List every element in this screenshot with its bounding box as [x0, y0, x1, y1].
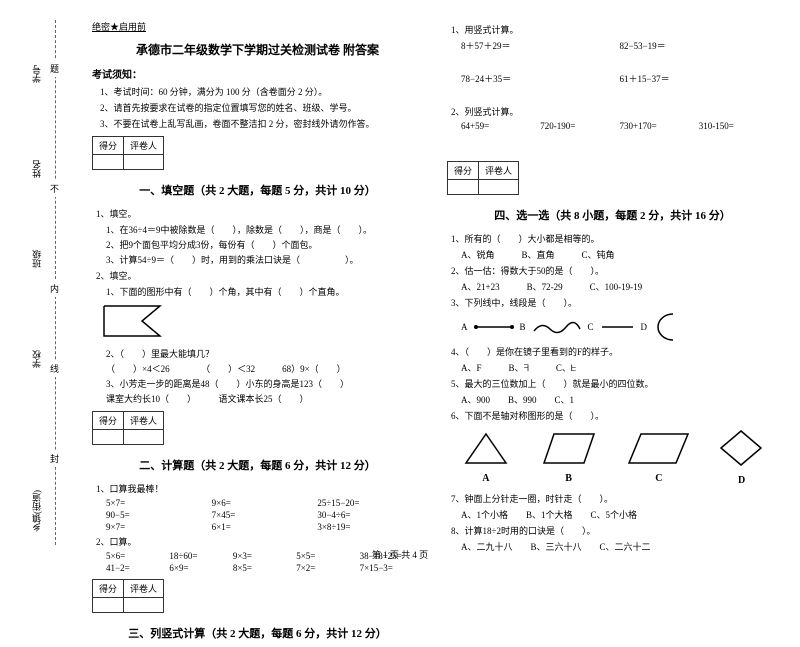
opt-label: B — [520, 322, 526, 332]
straight-line-icon — [600, 319, 635, 335]
score-table: 得分评卷人 — [92, 411, 164, 445]
marker-cell: 评卷人 — [124, 580, 164, 598]
sub-question: （ ）×4＜26 （ ）＜32 68）9×（ ） — [106, 362, 423, 375]
field-school: 学校 — [30, 350, 43, 368]
score-cell: 得分 — [93, 137, 124, 155]
section1-title: 一、填空题（共 2 大题，每题 5 分，共计 10 分） — [139, 182, 376, 198]
seal-char: 不 — [50, 180, 59, 197]
score-table: 得分评卷人 — [92, 136, 164, 170]
shape-option: C — [626, 431, 691, 484]
field-township: 乡镇(街道) — [30, 490, 43, 532]
exam-page: 封 线 内 不 题 乡镇(街道) 学校 班级 姓名 学号 绝密★启用前 承德市二… — [0, 0, 800, 545]
line-segment-icon — [474, 319, 514, 335]
marker-cell: 评卷人 — [124, 137, 164, 155]
diamond-icon — [719, 428, 764, 468]
arrow-shape-figure — [102, 304, 162, 341]
marker-cell: 评卷人 — [479, 162, 519, 180]
sub-question: 2、把9个面包平均分成3份，每份有（ ）个面包。 — [106, 238, 423, 251]
seal-char: 题 — [50, 60, 59, 77]
notice-label: 考试须知： — [92, 66, 423, 81]
options: A、900 B、990 C、1 — [461, 393, 778, 406]
calc-row: 78−24＋35＝61＋15−37＝ — [461, 72, 778, 85]
question: 6、下面不是轴对称图形的是（ ）。 — [451, 409, 778, 422]
wavy-line-icon — [532, 319, 582, 335]
notice-item: 1、考试时间：60 分钟，满分为 100 分（含卷面分 2 分）。 — [100, 85, 423, 98]
triangle-icon — [461, 431, 511, 466]
calc-row: 5×7=9×6=25÷15−20= — [106, 498, 423, 508]
exam-title: 承德市二年级数学下学期过关检测试卷 附答案 — [92, 41, 423, 58]
score-table: 得分评卷人 — [447, 161, 519, 195]
question: 2、列竖式计算。 — [451, 105, 778, 118]
question: 2、估一估：得数大于50的是（ ）。 — [451, 264, 778, 277]
question: 2、填空。 — [96, 269, 423, 282]
sub-question: 1、在36÷4＝9中被除数是（ ），除数是（ ），商是（ ）。 — [106, 223, 423, 236]
parallelogram-icon — [626, 431, 691, 466]
notice-item: 3、不要在试卷上乱写乱画，卷面不整洁扣 2 分，密封线外请勿作答。 — [100, 117, 423, 130]
shape-option: D — [719, 428, 764, 486]
section3-title: 三、列竖式计算（共 2 大题，每题 6 分，共计 12 分） — [128, 625, 387, 641]
question: 5、最大的三位数加上（ ）就是最小的四位数。 — [451, 377, 778, 390]
arc-icon — [653, 312, 678, 342]
right-column: 1、用竖式计算。 8＋57＋29＝82−53−19＝ 78−24＋35＝61＋1… — [435, 20, 790, 545]
seal-char: 内 — [50, 280, 59, 297]
question: 1、填空。 — [96, 207, 423, 220]
opt-label: D — [641, 322, 648, 332]
calc-row: 90−5=7×45=30−4÷6= — [106, 510, 423, 520]
score-table: 得分评卷人 — [92, 579, 164, 613]
question: 7、钟面上分针走一圈，时针走（ ）。 — [451, 492, 778, 505]
score-cell: 得分 — [93, 412, 124, 430]
sub-question: 2、（ ）里最大能填几？ — [106, 347, 423, 360]
trapezoid-icon — [539, 431, 599, 466]
calc-row: 64+59=720-190=730+170=310-150= — [461, 121, 778, 131]
notice-item: 2、请首先按要求在试卷的指定位置填写您的姓名、班级、学号。 — [100, 101, 423, 114]
options: A、F B、ᖷ C、ᖶ — [461, 361, 778, 374]
calc-row: 8＋57＋29＝82−53−19＝ — [461, 39, 778, 52]
left-column: 绝密★启用前 承德市二年级数学下学期过关检测试卷 附答案 考试须知： 1、考试时… — [80, 20, 435, 545]
question: 1、口算我最棒！ — [96, 482, 423, 495]
calc-row: 9×7=6×1=3×8÷19= — [106, 522, 423, 532]
sub-question: 3、计算54÷9＝（ ）时，用到的乘法口诀是（ ）。 — [106, 253, 423, 266]
question: 3、下列线中，线段是（ ）。 — [451, 296, 778, 309]
score-cell: 得分 — [93, 580, 124, 598]
line-options-row: A B C D — [461, 312, 778, 342]
shape-option: B — [539, 431, 599, 484]
score-cell: 得分 — [448, 162, 479, 180]
question: 4、（ ）是你在镜子里看到的F的样子。 — [451, 345, 778, 358]
question: 8、计算18÷2时用的口诀是（ ）。 — [451, 524, 778, 537]
sub-question: 1、下面的图形中有（ ）个角，其中有（ ）个直角。 — [106, 285, 423, 298]
opt-label: C — [588, 322, 594, 332]
options: A、锐角 B、直角 C、钝角 — [461, 248, 778, 261]
options: A、1个小格 B、1个大格 C、5个小格 — [461, 508, 778, 521]
field-name: 姓名 — [30, 160, 43, 178]
confidential-mark: 绝密★启用前 — [92, 20, 423, 33]
page-footer: 第 1 页 共 4 页 — [0, 548, 800, 561]
question: 2、口算。 — [96, 535, 423, 548]
shape-option: A — [461, 431, 511, 484]
question: 1、用竖式计算。 — [451, 23, 778, 36]
shapes-options-row: A B C D — [447, 428, 778, 486]
question: 1、所有的（ ）大小都是相等的。 — [451, 232, 778, 245]
marker-cell: 评卷人 — [124, 412, 164, 430]
binding-margin: 封 线 内 不 题 乡镇(街道) 学校 班级 姓名 学号 — [30, 20, 80, 545]
section4-title: 四、选一选（共 8 小题，每题 2 分，共计 16 分） — [494, 207, 731, 223]
seal-char: 封 — [50, 450, 59, 467]
field-id: 学号 — [30, 65, 43, 83]
field-class: 班级 — [30, 250, 43, 268]
sub-question: 课室大约长10（ ） 语文课本长25（ ） — [106, 392, 423, 405]
opt-label: A — [461, 322, 468, 332]
options: A、21+23 B、72-29 C、100-19-19 — [461, 280, 778, 293]
seal-char: 线 — [50, 360, 59, 377]
sub-question: 3、小芳走一步的距离是48（ ）小东的身高是123（ ） — [106, 377, 423, 390]
section2-title: 二、计算题（共 2 大题，每题 6 分，共计 12 分） — [139, 457, 376, 473]
